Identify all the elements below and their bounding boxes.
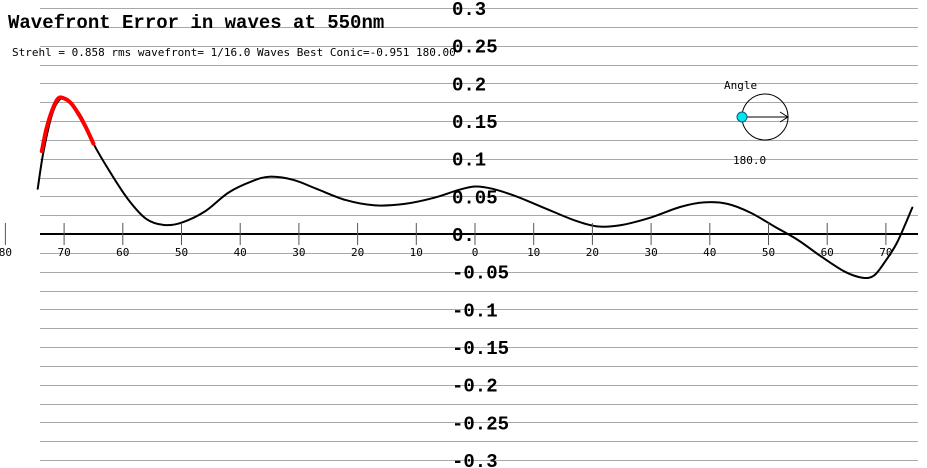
x-tick-label: 30 (292, 246, 305, 259)
x-tick-label: 50 (175, 246, 188, 259)
angle-label: Angle (724, 79, 757, 92)
y-tick-label: 0.15 (452, 112, 498, 134)
x-tick-label: 10 (410, 246, 423, 259)
x-tick-labels: 80 70 60 50 40 30 20 10 0 10 20 30 40 50 60 70 (0, 223, 893, 259)
x-tick-label: 60 (116, 246, 129, 259)
x-tick-label: 70 (57, 246, 70, 259)
series-layer (36, 95, 914, 280)
x-tick-label: 30 (644, 246, 657, 259)
wavefront-series-line (36, 96, 914, 280)
highlight-series-line (39, 95, 96, 154)
x-tick-label: 0 (472, 246, 479, 259)
y-tick-label: 0. (452, 225, 475, 247)
angle-marker-dot (736, 111, 748, 123)
x-tick-label: 10 (527, 246, 540, 259)
x-tick-label: 60 (821, 246, 834, 259)
x-tick-label: 20 (351, 246, 364, 259)
angle-arrow-head (779, 111, 789, 123)
y-tick-label: 0.2 (452, 74, 486, 96)
angle-value: 180.0 (733, 154, 766, 167)
y-tick-labels: 0.3 0.25 0.2 0.15 0.1 0.05 0. -0.05 -0.1 -0.15 -0.… (452, 0, 509, 468)
x-tick-label: 80 (0, 246, 12, 259)
y-tick-label: 0.05 (452, 187, 498, 209)
y-tick-label: -0.25 (452, 413, 509, 435)
y-tick-label: -0.2 (452, 376, 498, 398)
y-tick-label: 0.25 (452, 37, 498, 59)
x-tick-label: 50 (762, 246, 775, 259)
y-tick-label: -0.15 (452, 338, 509, 360)
chart-subtitle: Strehl = 0.858 rms wavefront= 1/16.0 Wav… (12, 46, 456, 59)
angle-indicator: Angle 180.0 (724, 79, 789, 167)
x-tick-label: 40 (703, 246, 716, 259)
chart-title: Wavefront Error in waves at 550nm (8, 12, 384, 34)
x-tick-label: 70 (879, 246, 892, 259)
x-tick-label: 40 (234, 246, 247, 259)
y-tick-label: 0.1 (452, 150, 486, 172)
y-tick-label: -0.05 (452, 263, 509, 285)
y-tick-label: -0.1 (452, 300, 498, 322)
y-tick-label: 0.3 (452, 0, 486, 21)
y-tick-label: -0.3 (452, 451, 498, 468)
x-tick-label: 20 (586, 246, 599, 259)
